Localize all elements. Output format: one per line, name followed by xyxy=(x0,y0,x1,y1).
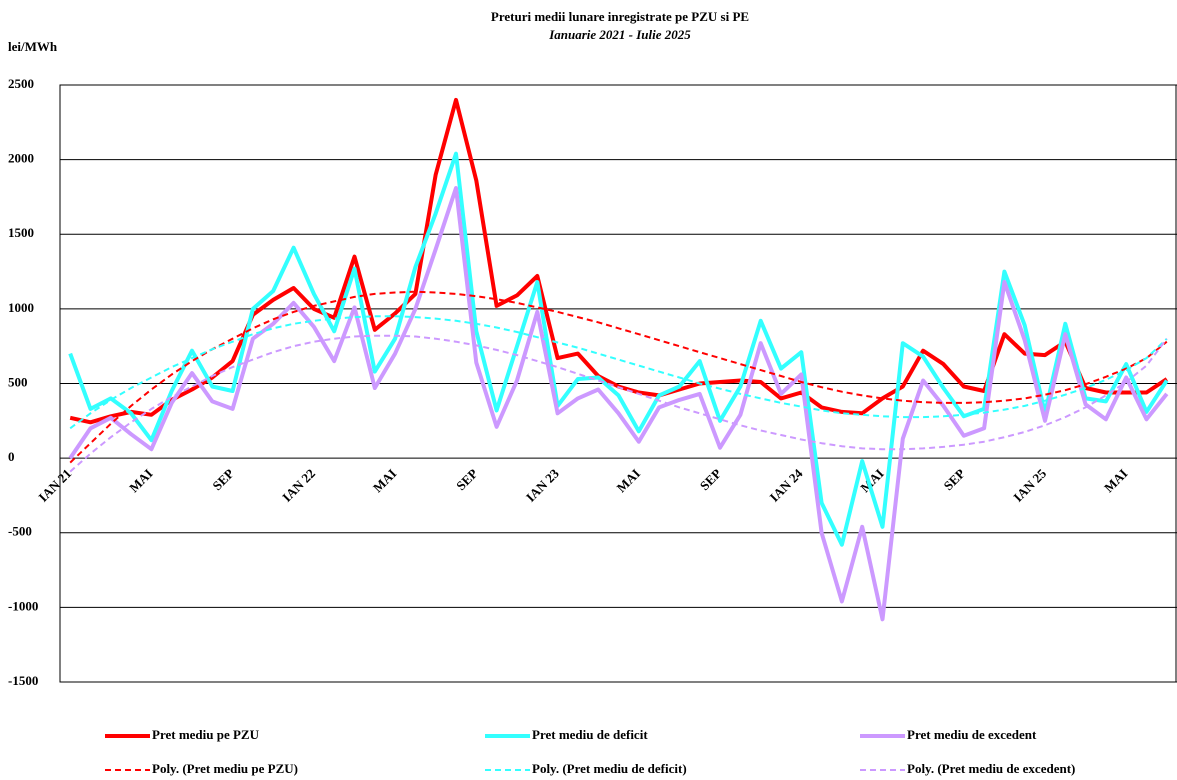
x-tick-label: SEP xyxy=(453,466,481,494)
y-tick-label: 1000 xyxy=(8,300,34,315)
legend-label: Pret mediu pe PZU xyxy=(152,727,260,742)
series-line xyxy=(68,151,1169,547)
x-tick-label: MAI xyxy=(370,466,399,495)
y-tick-label: -500 xyxy=(8,524,32,539)
y-tick-label: 2000 xyxy=(8,151,34,166)
x-tick-label: IAN 24 xyxy=(767,465,806,504)
chart-title: Preturi medii lunare inregistrate pe PZU… xyxy=(491,9,749,24)
series-line xyxy=(68,186,1169,622)
y-tick-label: 0 xyxy=(8,449,15,464)
x-tick-label: MAI xyxy=(1101,466,1130,495)
y-tick-label: 1500 xyxy=(8,225,34,240)
trend-line xyxy=(69,315,1168,430)
trend-line xyxy=(69,334,1168,473)
x-tick-label: MAI xyxy=(614,466,643,495)
x-tick-label: SEP xyxy=(941,466,969,494)
y-axis-label: lei/MWh xyxy=(8,39,58,54)
y-tick-label: 2500 xyxy=(8,76,34,91)
x-tick-label: IAN 23 xyxy=(523,465,562,504)
legend-label: Pret mediu de excedent xyxy=(907,727,1037,742)
trend-line xyxy=(69,290,1168,464)
series-line xyxy=(69,97,1168,425)
x-tick-label: SEP xyxy=(697,466,725,494)
legend-label: Poly. (Pret mediu de excedent) xyxy=(907,761,1075,776)
legend-label: Poly. (Pret mediu de deficit) xyxy=(532,761,687,776)
y-tick-label: -1500 xyxy=(8,673,38,688)
y-tick-label: -1000 xyxy=(8,598,38,613)
x-tick-label: IAN 22 xyxy=(279,466,318,505)
x-tick-label: IAN 25 xyxy=(1010,465,1049,504)
x-tick-label: SEP xyxy=(209,466,237,494)
chart-subtitle: Ianuarie 2021 - Iulie 2025 xyxy=(548,27,691,42)
legend-label: Pret mediu de deficit xyxy=(532,727,648,742)
x-tick-label: MAI xyxy=(126,466,155,495)
x-tick-label: IAN 21 xyxy=(35,466,74,505)
y-tick-label: 500 xyxy=(8,374,28,389)
legend-label: Poly. (Pret mediu pe PZU) xyxy=(152,761,298,776)
